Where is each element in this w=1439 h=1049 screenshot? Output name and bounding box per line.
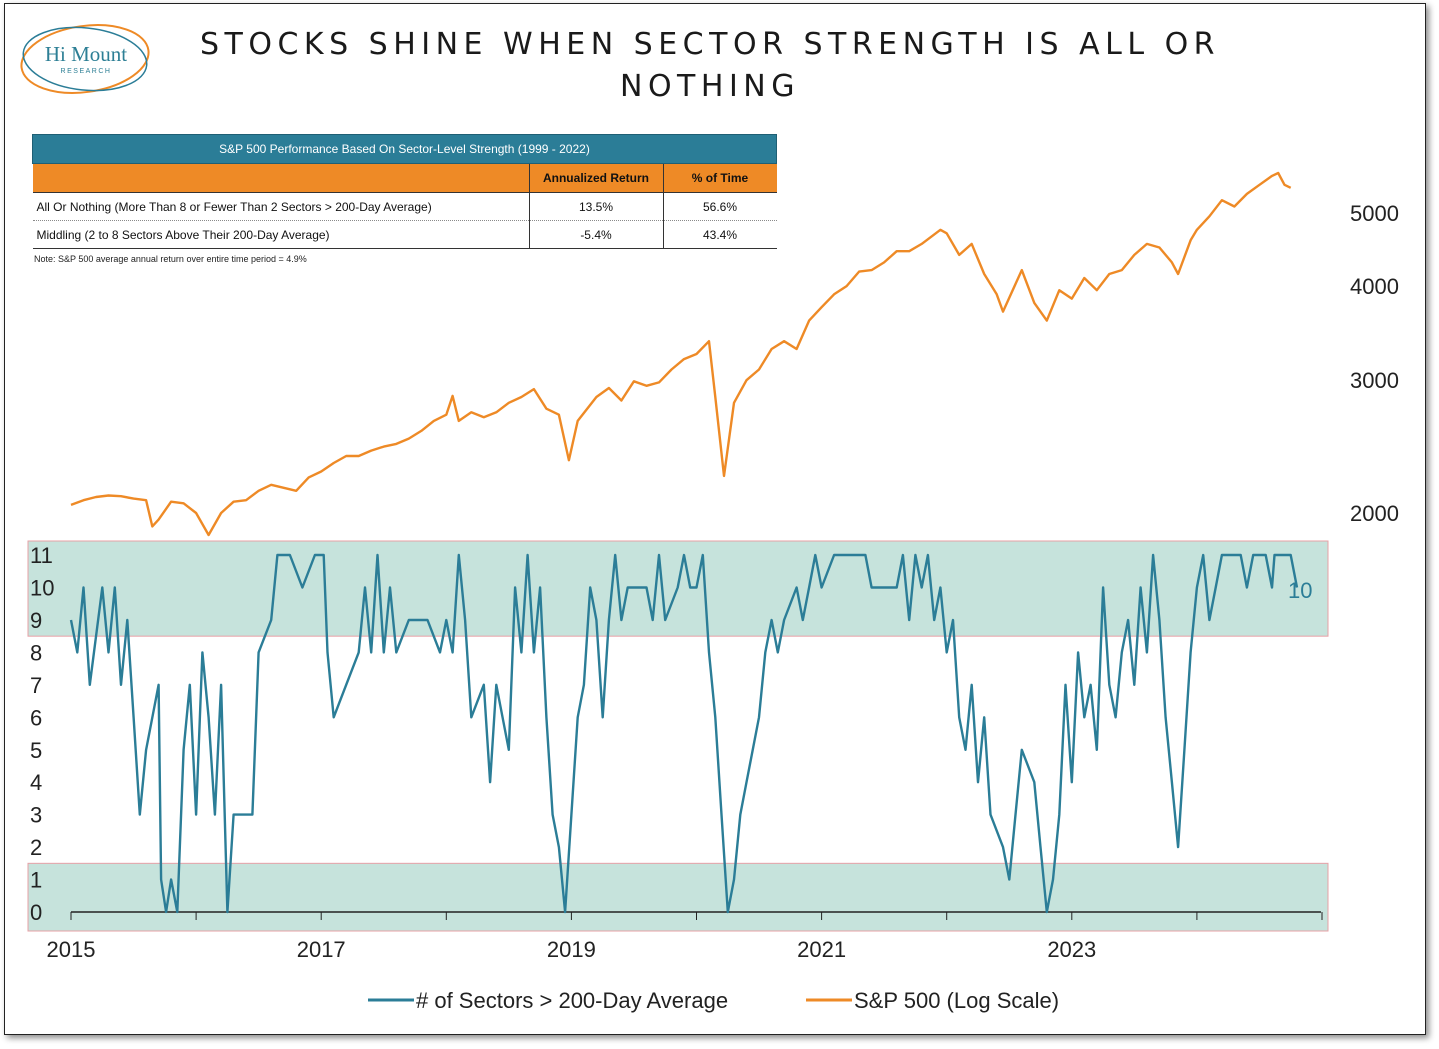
chart-legend: # of Sectors > 200-Day Average S&P 500 (L… bbox=[368, 988, 1059, 1013]
logo-oval-icon bbox=[20, 24, 150, 94]
sp500-tick-label: 3000 bbox=[1350, 368, 1399, 393]
chart-labels: 10 bbox=[1288, 578, 1312, 603]
y-tick-label: 11 bbox=[30, 543, 53, 568]
table-header-return: Annualized Return bbox=[528, 163, 663, 193]
y-tick-label: 9 bbox=[30, 608, 42, 633]
table-row: Middling (2 to 8 Sectors Above Their 200… bbox=[32, 220, 777, 249]
y-tick-label: 1 bbox=[30, 868, 42, 893]
row-label: Middling (2 to 8 Sectors Above Their 200… bbox=[32, 220, 529, 249]
table-header-row: Annualized Return % of Time bbox=[32, 163, 777, 193]
sectors-axis: 0 1 2 3 4 5 6 7 8 9 10 11 bbox=[30, 543, 54, 925]
row-return: 13.5% bbox=[528, 192, 663, 221]
logo-subtitle: RESEARCH bbox=[60, 68, 112, 75]
chart-title: STOCKS SHINE WHEN SECTOR STRENGTH IS ALL… bbox=[199, 27, 1221, 104]
table-row: All Or Nothing (More Than 8 or Fewer Tha… bbox=[32, 192, 777, 221]
row-return: -5.4% bbox=[528, 220, 663, 249]
table-note: Note: S&P 500 average annual return over… bbox=[34, 254, 307, 264]
series-lines bbox=[69, 171, 1299, 914]
date-axis: 2015 2017 2019 2021 2023 bbox=[47, 911, 1323, 962]
y-tick-label: 8 bbox=[30, 640, 42, 665]
logo-name: Hi Mount bbox=[44, 42, 128, 66]
shaded-band bbox=[27, 862, 1329, 932]
performance-table: S&P 500 Performance Based On Sector-Leve… bbox=[32, 134, 777, 249]
y-tick-label: 5 bbox=[30, 738, 42, 763]
table-title: S&P 500 Performance Based On Sector-Leve… bbox=[32, 134, 777, 164]
y-tick-label: 4 bbox=[30, 770, 42, 795]
x-tick-label: 2019 bbox=[547, 937, 596, 962]
last-value-label: 10 bbox=[1288, 578, 1312, 603]
y-tick-label: 0 bbox=[30, 900, 42, 925]
sectors-line bbox=[69, 553, 1299, 914]
sp500-tick-label: 4000 bbox=[1350, 274, 1399, 299]
table-header-label bbox=[32, 163, 529, 193]
hi-mount-logo: Hi Mount RESEARCH bbox=[18, 22, 154, 100]
sp500-line bbox=[70, 171, 1292, 537]
x-tick-label: 2017 bbox=[297, 937, 346, 962]
y-tick-label: 7 bbox=[30, 673, 42, 698]
x-tick-label: 2015 bbox=[47, 937, 96, 962]
legend-label-sp500: S&P 500 (Log Scale) bbox=[854, 988, 1059, 1013]
y-tick-label: 2 bbox=[30, 835, 42, 860]
sp500-tick-label: 2000 bbox=[1350, 501, 1399, 526]
row-time: 56.6% bbox=[662, 192, 777, 221]
table-header-time: % of Time bbox=[662, 163, 777, 193]
sp500-axis: 2000 3000 4000 5000 bbox=[1350, 201, 1399, 526]
row-time: 43.4% bbox=[662, 220, 777, 249]
y-tick-label: 6 bbox=[30, 705, 42, 730]
strength-bands bbox=[27, 540, 1329, 932]
sp500-tick-label: 5000 bbox=[1350, 201, 1399, 226]
x-tick-label: 2021 bbox=[797, 937, 846, 962]
y-tick-label: 10 bbox=[30, 576, 54, 601]
legend-label-sectors: # of Sectors > 200-Day Average bbox=[416, 988, 728, 1013]
y-tick-label: 3 bbox=[30, 803, 42, 828]
x-tick-label: 2023 bbox=[1047, 937, 1096, 962]
row-label: All Or Nothing (More Than 8 or Fewer Tha… bbox=[32, 192, 529, 221]
